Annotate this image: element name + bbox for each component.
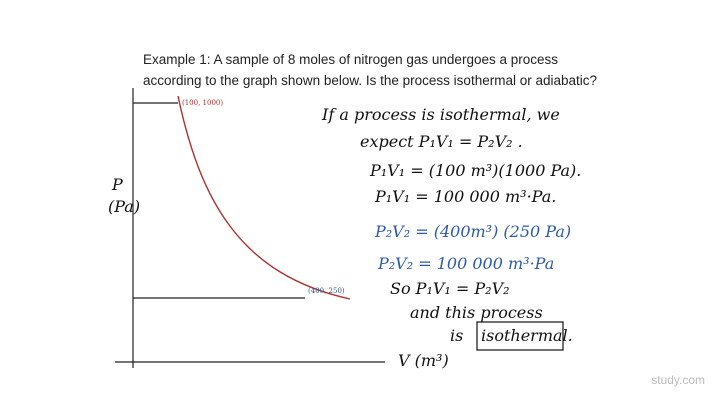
note-line: P₁V₁ = 100 000 m³·Pa.: [374, 187, 556, 206]
point-label: (400, 250): [308, 287, 345, 295]
note-line: P₂V₂ = 100 000 m³·Pa: [377, 254, 554, 273]
axis-label: P: [111, 175, 123, 194]
question-line: Example 1: A sample of 8 moles of nitrog…: [143, 52, 558, 67]
watermark: study.com: [651, 373, 705, 387]
point-label: (100, 1000): [182, 99, 223, 107]
note-line: expect P₁V₁ = P₂V₂ .: [360, 132, 523, 151]
answer: isothermal.: [481, 326, 573, 345]
note-line: is: [450, 326, 463, 345]
note-line: P₁V₁ = (100 m³)(1000 Pa).: [369, 161, 581, 180]
curve: [177, 95, 351, 300]
note-line: and this process: [410, 303, 543, 322]
question-line: according to the graph shown below. Is t…: [143, 73, 597, 88]
answer-box: [476, 321, 564, 351]
note-line: P₂V₂ = (400m³) (250 Pa): [374, 222, 571, 241]
axis-label: (Pa): [108, 197, 140, 216]
note-line: So P₁V₁ = P₂V₂: [390, 279, 510, 298]
note-line: If a process is isothermal, we: [321, 105, 560, 124]
axis-label: V (m³): [398, 351, 449, 370]
